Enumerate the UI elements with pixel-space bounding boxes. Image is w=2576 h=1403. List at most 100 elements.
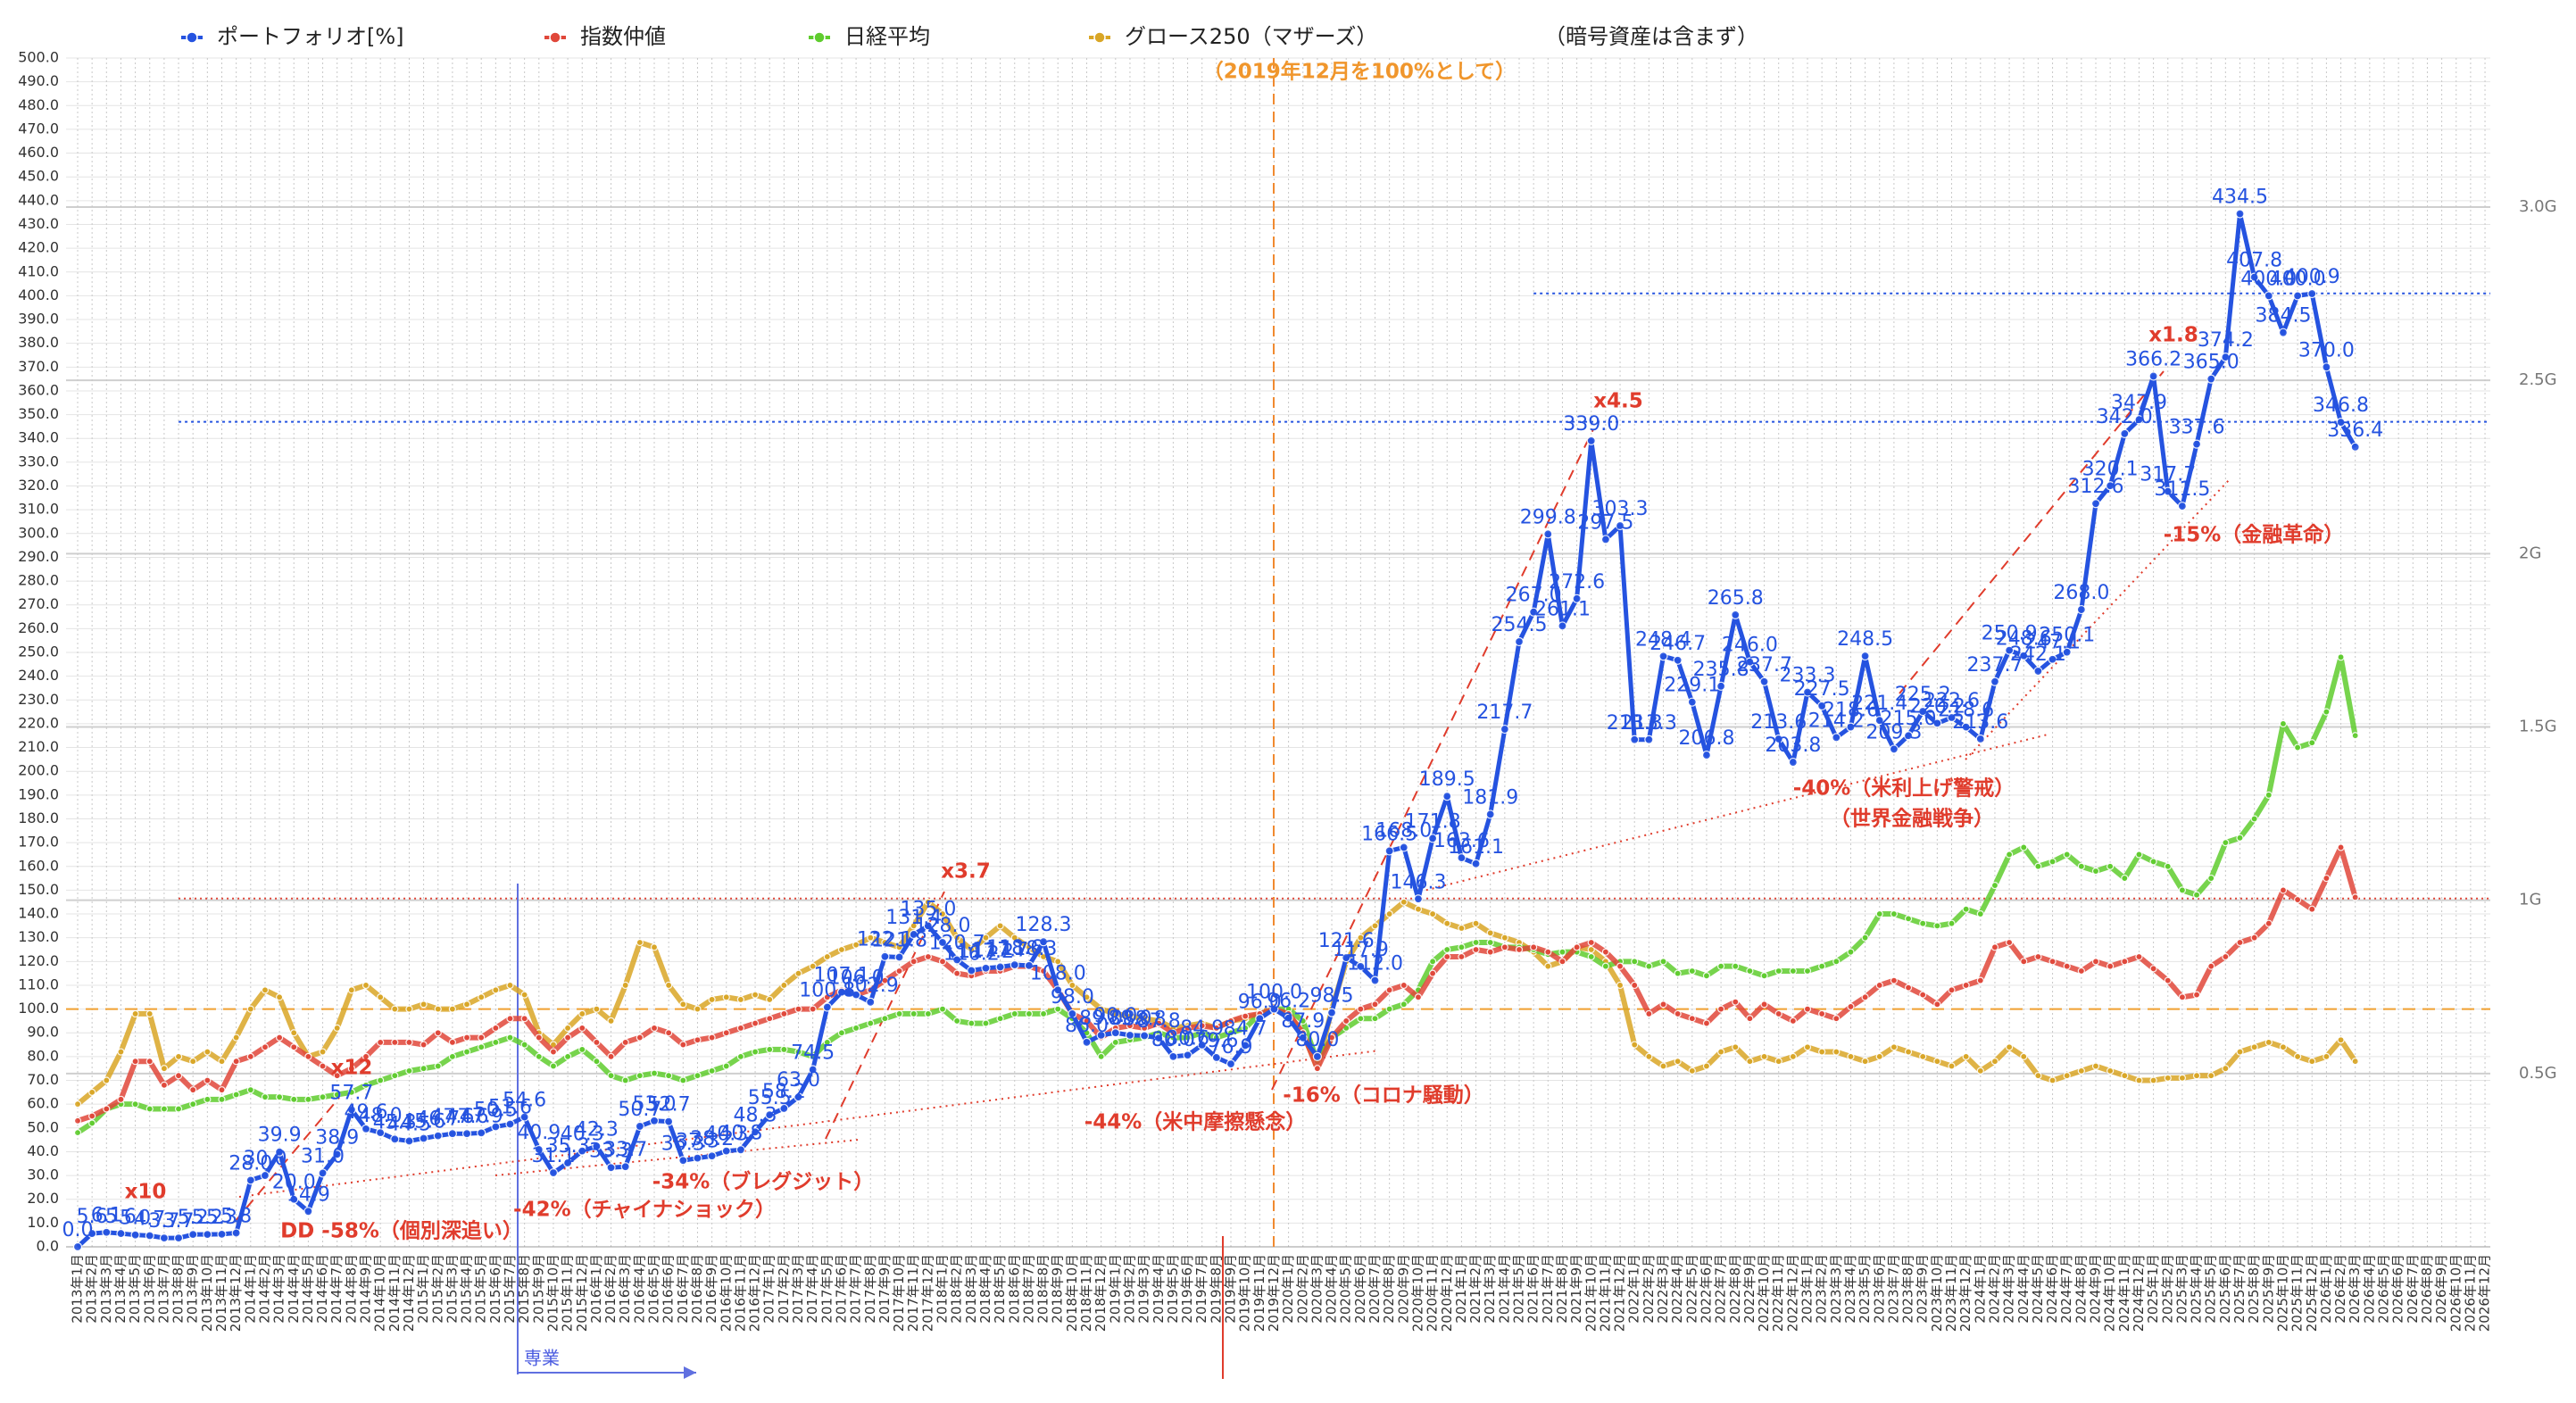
- data-label: 246.0: [1722, 635, 1778, 657]
- data-label: 47.6: [430, 1106, 474, 1128]
- annotation: x4.5: [1593, 390, 1643, 413]
- data-point: [491, 1122, 501, 1132]
- data-point: [937, 937, 948, 948]
- data-label: 272.6: [1549, 571, 1605, 594]
- data-point: [448, 1052, 456, 1060]
- data-point: [535, 1034, 543, 1042]
- data-point: [1788, 757, 1798, 768]
- data-point: [1471, 859, 1481, 868]
- data-label: 337.6: [2169, 417, 2225, 439]
- data-point: [1701, 750, 1712, 760]
- data-point: [2005, 645, 2015, 655]
- data-point: [1630, 735, 1640, 744]
- data-point: [1357, 1015, 1365, 1023]
- data-label: 246.7: [1649, 633, 1706, 655]
- data-point: [1861, 993, 1869, 1001]
- data-label: 166.5: [1361, 823, 1417, 845]
- y-tick-label: 80.0: [27, 1047, 59, 1064]
- x-tick-label: 2019年12月: [1266, 1254, 1282, 1332]
- x-tick-label: 2016年4月: [631, 1254, 647, 1324]
- data-label: 120.7: [929, 932, 985, 954]
- data-point: [1746, 1015, 1754, 1023]
- data-point: [1933, 1058, 1941, 1066]
- x-tick-label: 2023年11月: [1943, 1254, 1959, 1332]
- x-tick-label: 2025年7月: [2231, 1254, 2248, 1324]
- data-point: [2048, 654, 2057, 664]
- x-tick-label: 2019年2月: [1121, 1254, 1137, 1324]
- data-point: [2351, 893, 2359, 901]
- data-point: [1990, 881, 1999, 890]
- data-point: [1184, 1024, 1192, 1033]
- legend-marker: [549, 31, 561, 44]
- data-label: 6.1: [91, 1205, 122, 1227]
- data-point: [766, 1045, 774, 1053]
- data-point: [1832, 1048, 1841, 1056]
- y-tick-label: 360.0: [18, 381, 59, 398]
- data-point: [347, 986, 355, 994]
- data-point: [290, 1029, 298, 1037]
- x-tick-label: 2018年8月: [1035, 1254, 1051, 1324]
- y-tick-label: 300.0: [18, 524, 59, 541]
- data-point: [2206, 374, 2216, 384]
- data-point: [478, 1043, 486, 1051]
- x-tick-label: 2021年11月: [1597, 1254, 1613, 1332]
- data-point: [562, 1158, 573, 1168]
- data-point: [420, 1065, 428, 1073]
- data-point: [592, 1141, 602, 1151]
- x-tick-label: 2013年4月: [112, 1254, 129, 1324]
- data-point: [2264, 791, 2273, 799]
- data-point: [924, 898, 932, 906]
- data-label: 374.2: [2198, 329, 2254, 352]
- career-arrowhead: [684, 1366, 696, 1379]
- data-point: [2337, 653, 2345, 661]
- data-point: [1154, 1034, 1164, 1043]
- data-point: [276, 993, 284, 1001]
- data-point: [1111, 1009, 1119, 1018]
- x-tick-label: 2024年2月: [1986, 1254, 2002, 1324]
- data-label: 63.0: [777, 1069, 820, 1092]
- data-label: 49.6: [345, 1101, 388, 1124]
- x-tick-label: 2021年6月: [1525, 1254, 1541, 1324]
- x-tick-label: 2026年8月: [2419, 1254, 2435, 1324]
- data-point: [204, 1095, 212, 1103]
- data-point: [1371, 1000, 1379, 1009]
- data-point: [2294, 743, 2302, 751]
- data-point: [72, 1241, 83, 1252]
- data-point: [995, 962, 1005, 972]
- data-point: [1890, 1043, 1898, 1051]
- x-tick-label: 2024年7月: [2058, 1254, 2074, 1324]
- data-label: 222.6: [1924, 690, 1980, 712]
- data-point: [492, 1024, 500, 1033]
- trend-line: [1965, 478, 2231, 760]
- data-point: [1674, 1009, 1682, 1018]
- data-label: 370.0: [2298, 339, 2355, 361]
- data-point: [1357, 934, 1365, 942]
- data-point: [809, 1005, 817, 1013]
- data-point: [2148, 371, 2158, 381]
- data-point: [2149, 965, 2157, 973]
- x-tick-label: 2020年3月: [1309, 1254, 1325, 1324]
- data-point: [391, 1005, 399, 1013]
- data-point: [1919, 991, 1927, 999]
- data-label: 53.0: [633, 1093, 677, 1116]
- data-point: [1889, 744, 1899, 754]
- data-label: 5.6: [77, 1206, 108, 1228]
- x-tick-label: 2020年5月: [1338, 1254, 1354, 1324]
- data-point: [434, 1062, 442, 1070]
- data-point: [2033, 666, 2043, 677]
- data-point: [665, 981, 673, 990]
- data-point: [1486, 948, 1494, 956]
- data-point: [1083, 1017, 1091, 1025]
- x-tick-label: 2022年12月: [1784, 1254, 1800, 1332]
- data-point: [2020, 843, 2028, 851]
- data-label: 44.5: [387, 1113, 431, 1135]
- data-point: [867, 1019, 875, 1027]
- data-point: [2006, 851, 2014, 859]
- data-point: [1976, 1067, 1984, 1075]
- data-point: [2020, 1052, 2028, 1060]
- data-point: [1990, 677, 2000, 686]
- x-tick-label: 2024年3月: [2001, 1254, 2017, 1324]
- data-point: [478, 993, 486, 1001]
- data-point: [447, 1129, 457, 1139]
- y-tick-label: 160.0: [18, 857, 59, 874]
